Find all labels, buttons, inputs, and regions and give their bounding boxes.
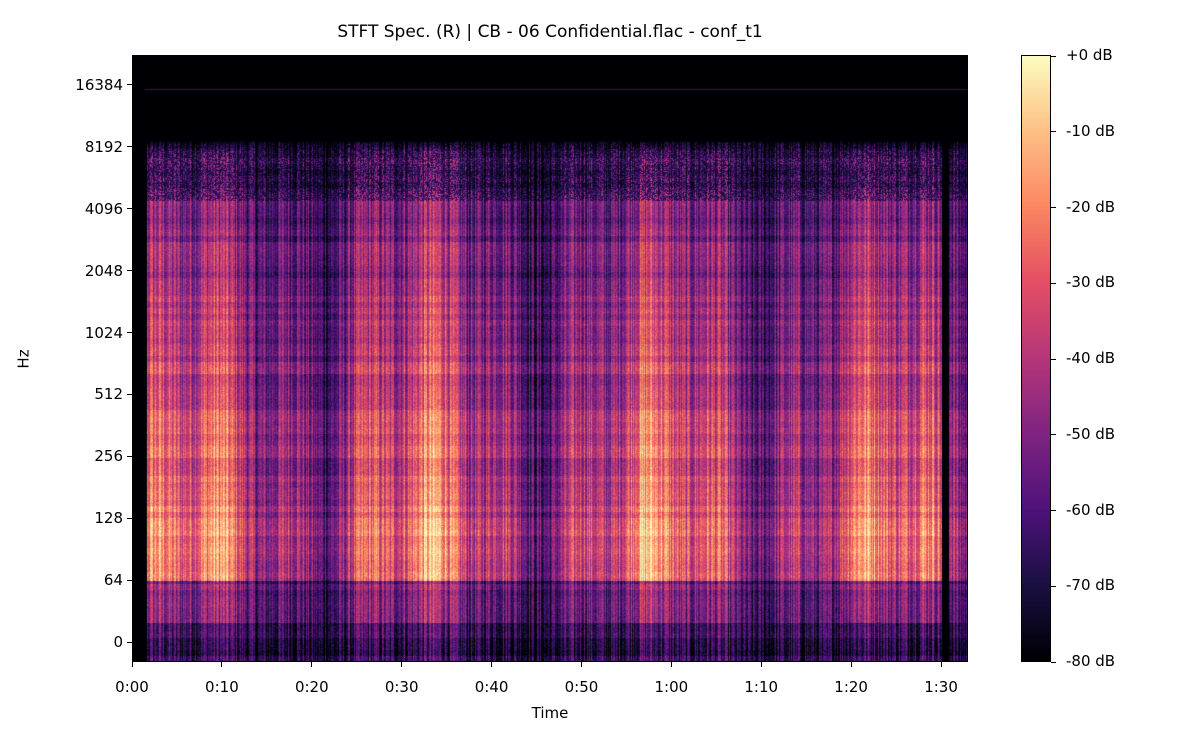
spectrogram-heatmap — [133, 56, 967, 661]
y-tick-mark — [127, 208, 132, 210]
x-tick-label: 1:00 — [654, 678, 689, 696]
colorbar-tick-label: -40 dB — [1066, 349, 1116, 367]
y-tick-label: 0 — [113, 633, 123, 651]
x-tick-label: 1:10 — [744, 678, 779, 696]
y-tick-mark — [127, 270, 132, 272]
y-tick-label: 8192 — [84, 137, 123, 156]
y-tick-label: 2048 — [84, 261, 123, 280]
x-tick-mark — [760, 662, 762, 667]
y-tick-mark — [127, 455, 132, 457]
y-tick-mark — [127, 332, 132, 333]
spectrogram-plot-area — [132, 55, 968, 662]
y-tick-label: 16384 — [75, 75, 123, 94]
x-axis-label: Time — [531, 704, 569, 722]
y-tick-mark — [127, 84, 132, 86]
x-tick-label: 0:20 — [294, 678, 329, 696]
x-tick-mark — [131, 662, 133, 667]
x-tick-label: 0:50 — [564, 678, 599, 696]
colorbar — [1021, 55, 1051, 662]
colorbar-tick-mark — [1051, 131, 1056, 133]
colorbar-tick-mark — [1051, 207, 1056, 208]
y-tick-label: 4096 — [84, 199, 123, 218]
colorbar-tick-mark — [1051, 282, 1056, 284]
x-tick-mark — [940, 662, 942, 667]
colorbar-tick-label: -80 dB — [1066, 652, 1116, 670]
y-tick-label: 128 — [94, 509, 123, 528]
x-tick-label: 0:10 — [205, 678, 239, 696]
x-tick-mark — [670, 662, 672, 667]
x-tick-label: 1:20 — [834, 678, 868, 696]
x-tick-mark — [311, 662, 313, 667]
colorbar-tick-mark — [1051, 55, 1056, 57]
y-tick-mark — [127, 393, 132, 395]
colorbar-tick-label: +0 dB — [1066, 46, 1113, 64]
colorbar-tick-label: -30 dB — [1066, 273, 1116, 292]
x-tick-mark — [491, 662, 493, 667]
colorbar-tick-mark — [1051, 434, 1056, 436]
colorbar-tick-mark — [1051, 510, 1056, 511]
x-tick-label: 1:30 — [924, 678, 958, 696]
chart-title: STFT Spec. (R) | CB - 06 Confidential.fl… — [337, 22, 763, 42]
x-tick-label: 0:30 — [384, 678, 419, 696]
y-tick-mark — [127, 517, 132, 519]
x-tick-mark — [850, 662, 852, 667]
y-tick-label: 64 — [103, 571, 123, 590]
y-axis-label: Hz — [14, 349, 33, 369]
y-tick-label: 256 — [94, 447, 123, 466]
colorbar-tick-label: -50 dB — [1066, 424, 1116, 443]
y-tick-mark — [127, 641, 132, 643]
colorbar-tick-mark — [1051, 358, 1056, 360]
y-tick-mark — [127, 146, 132, 148]
colorbar-tick-label: -70 dB — [1066, 576, 1116, 595]
colorbar-tick-label: -20 dB — [1066, 197, 1116, 216]
colorbar-tick-label: -10 dB — [1066, 121, 1116, 140]
colorbar-tick-label: -60 dB — [1066, 500, 1116, 519]
x-tick-mark — [401, 662, 403, 667]
x-tick-label: 0:40 — [474, 678, 509, 696]
y-tick-mark — [127, 579, 132, 581]
colorbar-tick-mark — [1051, 661, 1056, 663]
x-tick-mark — [221, 662, 223, 667]
x-tick-mark — [580, 662, 582, 667]
x-tick-label: 0:00 — [115, 678, 149, 696]
y-tick-label: 1024 — [84, 323, 123, 342]
y-tick-label: 512 — [94, 385, 123, 404]
colorbar-tick-mark — [1051, 585, 1056, 587]
